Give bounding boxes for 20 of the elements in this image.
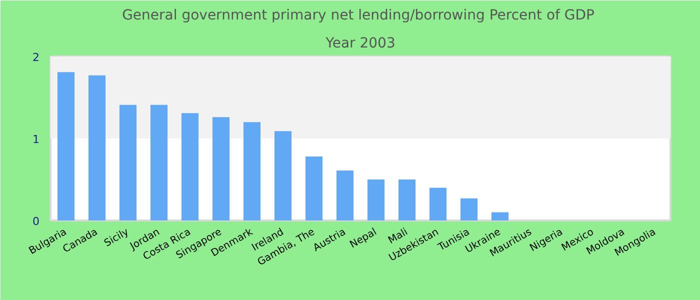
y-tick-label: 2 [32,51,40,64]
bar [305,156,323,220]
bar [88,75,106,220]
bar [460,198,478,220]
bar [181,113,199,220]
bar [274,131,292,220]
bar [367,180,385,220]
bar [150,104,168,220]
bar [491,212,509,220]
bar [243,122,261,220]
y-tick-label: 1 [32,133,40,146]
bar [336,170,354,220]
bar [57,72,75,220]
y-tick-label: 0 [32,215,40,228]
bar [429,188,447,220]
bar [119,104,137,220]
bar [398,180,416,220]
chart-title: General government primary net lending/borrowing Percent of GDP [122,8,594,24]
chart-subtitle: Year 2003 [324,36,396,52]
bar [212,117,230,220]
